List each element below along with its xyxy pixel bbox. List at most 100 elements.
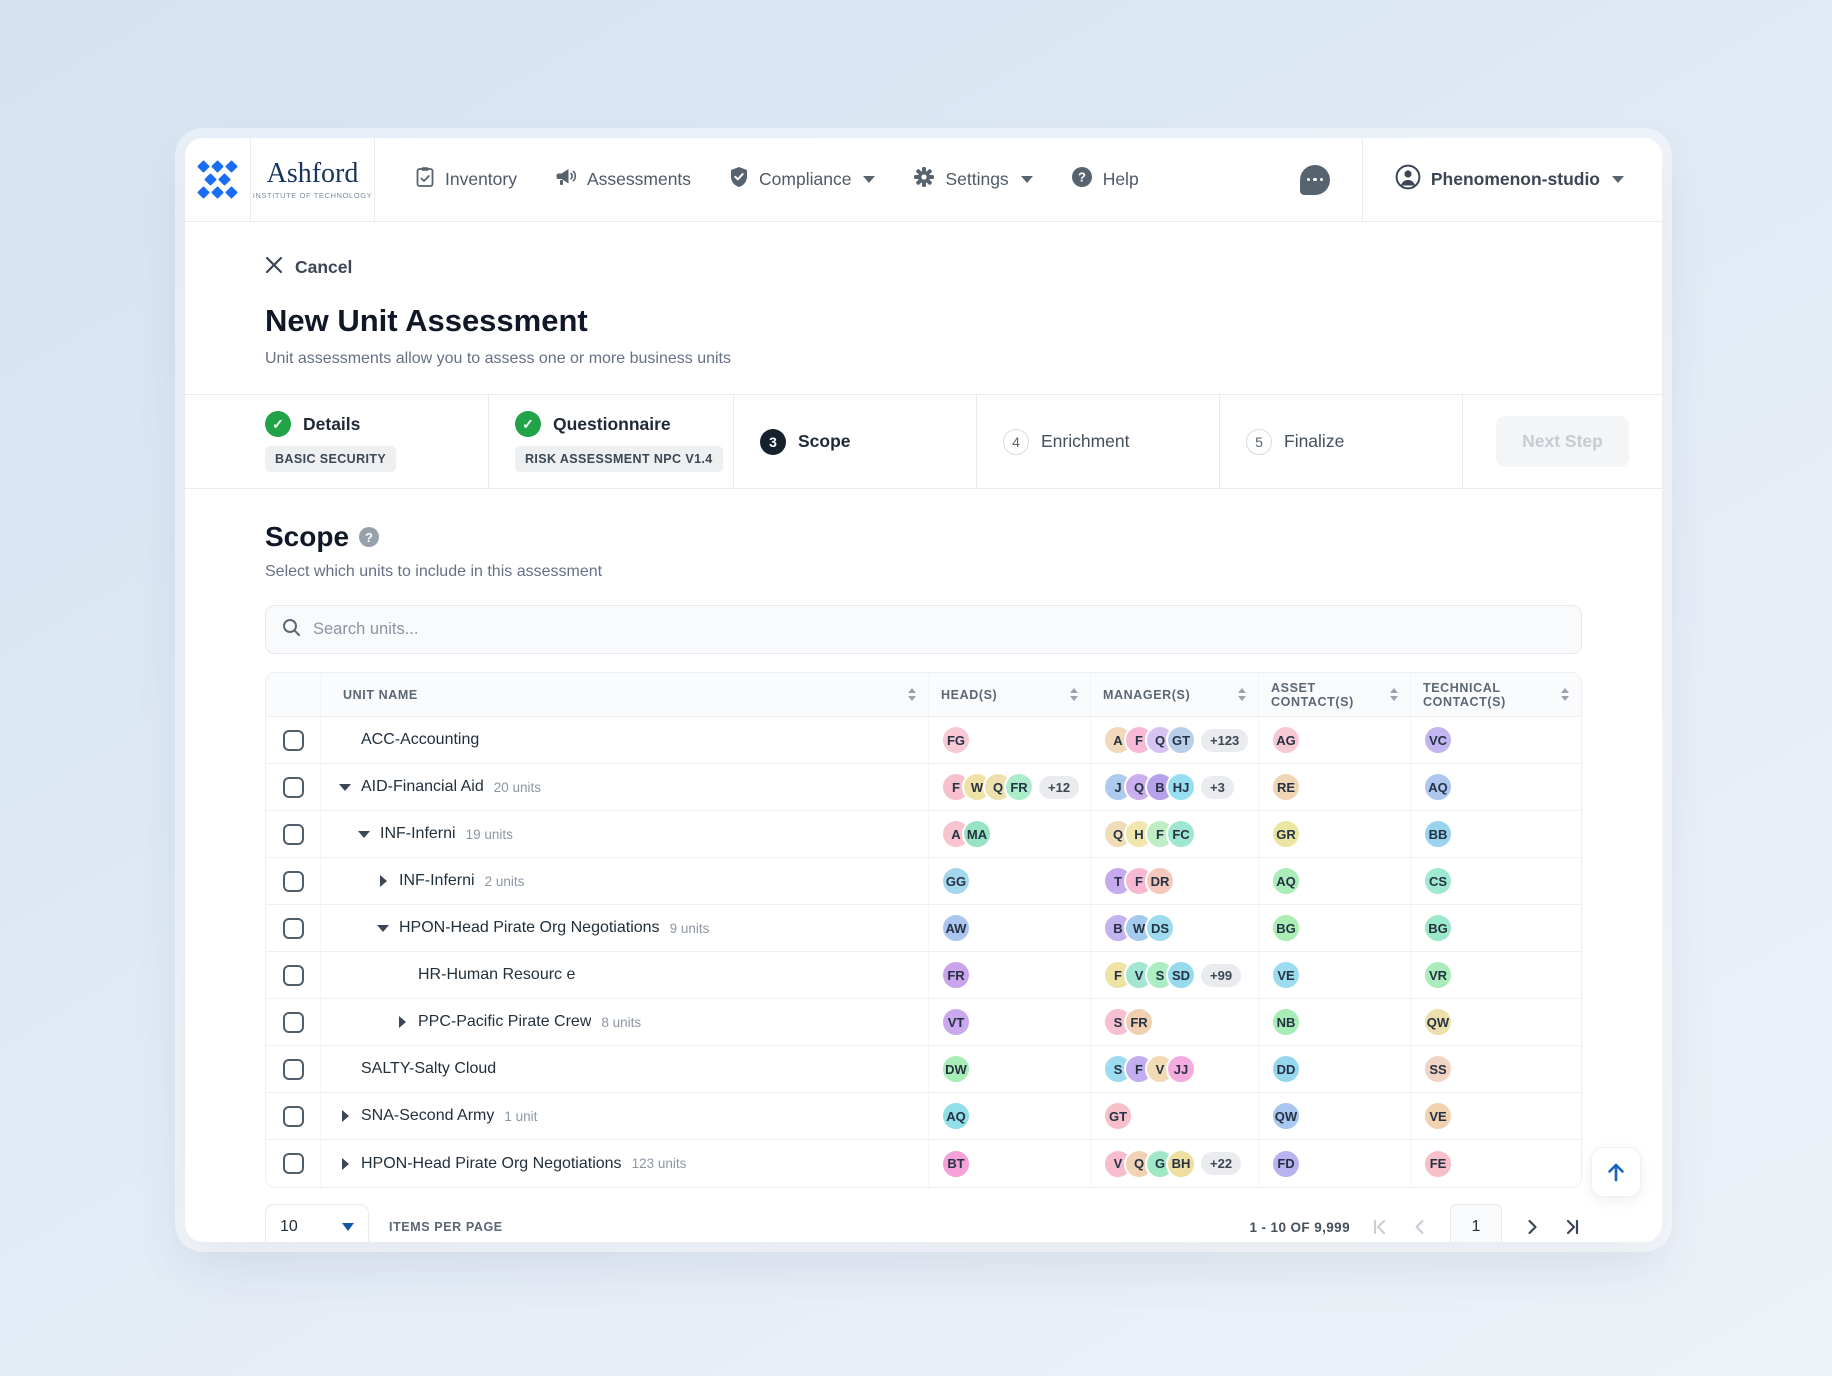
page-input[interactable] — [1450, 1204, 1502, 1242]
row-checkbox[interactable] — [282, 823, 304, 845]
sort-icon[interactable] — [1238, 688, 1246, 701]
avatar: DD — [1271, 1054, 1301, 1084]
heads-avatars-cell: AQ — [928, 1093, 1090, 1139]
step-label: Questionnaire — [553, 413, 671, 434]
svg-text:?: ? — [1078, 170, 1086, 185]
previous-page-button[interactable] — [1410, 1217, 1430, 1237]
avatar: VE — [1271, 960, 1301, 990]
avatar: GR — [1271, 819, 1301, 849]
row-checkbox[interactable] — [282, 917, 304, 939]
unit-name-cell: ACC-Accounting — [320, 717, 928, 763]
heads-avatars: FG — [941, 725, 971, 755]
sort-icon[interactable] — [1390, 688, 1398, 701]
nav-item-compliance[interactable]: Compliance — [729, 166, 876, 193]
brand-block[interactable]: Ashford INSTITUTE OF TECHNOLOGY — [251, 138, 375, 221]
page-size-value: 10 — [280, 1218, 298, 1235]
search-input[interactable] — [313, 620, 1565, 639]
step-enrichment[interactable]: 4 Enrichment — [976, 395, 1219, 488]
first-page-button[interactable] — [1370, 1217, 1390, 1237]
technical-contact-avatars: BG — [1423, 913, 1453, 943]
row-checkbox[interactable] — [282, 1011, 304, 1033]
table-row: ACC-Accounting FG A F Q GT +123 AG VC — [266, 717, 1581, 764]
avatar: HJ — [1166, 772, 1196, 802]
page-size-select[interactable]: 10 — [265, 1204, 369, 1242]
row-checkbox[interactable] — [282, 729, 304, 751]
sort-icon[interactable] — [1070, 688, 1078, 701]
avatar: QW — [1271, 1101, 1301, 1131]
column-label: ASSET CONTACT(S) — [1271, 680, 1354, 709]
heads-avatars: VT — [941, 1007, 971, 1037]
avatar: DW — [941, 1054, 971, 1084]
expand-icon[interactable] — [335, 1110, 355, 1122]
sort-icon[interactable] — [908, 688, 916, 701]
row-checkbox[interactable] — [282, 1105, 304, 1127]
column-header-managers: MANAGER(S) — [1090, 673, 1258, 716]
heads-avatars-cell: VT — [928, 999, 1090, 1045]
wizard-stepper: ✓ Details BASIC SECURITY ✓ Questionnaire… — [185, 395, 1662, 489]
step-scope[interactable]: 3 Scope — [733, 395, 976, 488]
technical-contact-avatars: VR — [1423, 960, 1453, 990]
nav-right: Phenomenon-studio — [1299, 138, 1662, 221]
column-header-unit-name: UNIT NAME — [320, 673, 928, 716]
chevron-down-icon — [342, 1223, 354, 1231]
heads-avatars-cell: F W Q FR +12 — [928, 764, 1090, 810]
expand-icon[interactable] — [392, 1016, 412, 1028]
column-label: TECHNICAL CONTACT(S) — [1423, 680, 1506, 709]
nav-item-inventory[interactable]: Inventory — [415, 166, 517, 193]
collapse-icon[interactable] — [373, 925, 393, 932]
asset-contact-avatars: AG — [1271, 725, 1301, 755]
row-checkbox[interactable] — [282, 1153, 304, 1174]
scope-title: Scope — [265, 521, 350, 552]
avatar: BH — [1166, 1148, 1196, 1179]
account-menu[interactable]: Phenomenon-studio — [1395, 164, 1624, 195]
step-questionnaire[interactable]: ✓ Questionnaire RISK ASSESSMENT NPC V1.4 — [488, 395, 733, 488]
avatar: VR — [1423, 960, 1453, 990]
nav-item-assessments[interactable]: Assessments — [555, 167, 691, 192]
avatar: JJ — [1166, 1054, 1196, 1084]
chat-icon[interactable] — [1299, 164, 1330, 195]
app-logo[interactable] — [185, 138, 251, 221]
expand-icon[interactable] — [373, 875, 393, 887]
managers-avatars-cell: S F V JJ — [1090, 1046, 1258, 1092]
step-finalize[interactable]: 5 Finalize — [1219, 395, 1462, 488]
collapse-icon[interactable] — [354, 831, 374, 838]
nav-item-label: Compliance — [759, 169, 852, 189]
row-checkbox[interactable] — [282, 870, 304, 892]
next-step-button[interactable]: Next Step — [1496, 416, 1629, 467]
table-header: UNIT NAME HEAD(S) MANAGER(S) ASSET CONTA… — [266, 673, 1581, 717]
unit-name: PPC-Pacific Pirate Crew — [418, 1013, 592, 1030]
last-page-button[interactable] — [1562, 1217, 1582, 1237]
row-checkbox[interactable] — [282, 964, 304, 986]
technical-contact-avatars-cell: QW — [1410, 999, 1581, 1045]
avatar: SS — [1423, 1054, 1453, 1084]
avatar: GG — [941, 866, 971, 896]
step-details[interactable]: ✓ Details BASIC SECURITY — [185, 395, 488, 488]
nav-item-help[interactable]: ? Help — [1071, 166, 1139, 193]
units-table: UNIT NAME HEAD(S) MANAGER(S) ASSET CONTA… — [265, 672, 1582, 1188]
row-checkbox[interactable] — [282, 1058, 304, 1080]
column-header-heads: HEAD(S) — [928, 673, 1090, 716]
table-row: INF-Inferni 2 units GG T F DR AQ CS — [266, 858, 1581, 905]
nav-divider — [1361, 138, 1363, 221]
heads-avatars: GG — [941, 866, 971, 896]
unit-name: SALTY-Salty Cloud — [361, 1060, 497, 1077]
avatar: FC — [1166, 819, 1196, 849]
scroll-to-top-button[interactable] — [1591, 1147, 1641, 1197]
avatar-overflow-badge: +22 — [1199, 1150, 1244, 1177]
collapse-icon[interactable] — [335, 784, 355, 791]
nav-item-settings[interactable]: Settings — [913, 166, 1033, 193]
asset-contact-avatars: FD — [1271, 1148, 1301, 1179]
cancel-button[interactable]: Cancel — [265, 222, 352, 279]
sort-icon[interactable] — [1561, 688, 1569, 701]
help-icon[interactable]: ? — [359, 527, 380, 547]
managers-avatars-cell: S FR — [1090, 999, 1258, 1045]
column-header-technical-contacts: TECHNICAL CONTACT(S) — [1410, 673, 1581, 716]
managers-avatars: T F DR — [1103, 866, 1175, 896]
expand-icon[interactable] — [335, 1158, 355, 1170]
row-checkbox[interactable] — [282, 776, 304, 798]
asset-contact-avatars-cell: AG — [1258, 717, 1410, 763]
heads-avatars-cell: FG — [928, 717, 1090, 763]
next-page-button[interactable] — [1522, 1217, 1542, 1237]
technical-contact-avatars-cell: AQ — [1410, 764, 1581, 810]
managers-avatars: GT — [1103, 1101, 1133, 1131]
